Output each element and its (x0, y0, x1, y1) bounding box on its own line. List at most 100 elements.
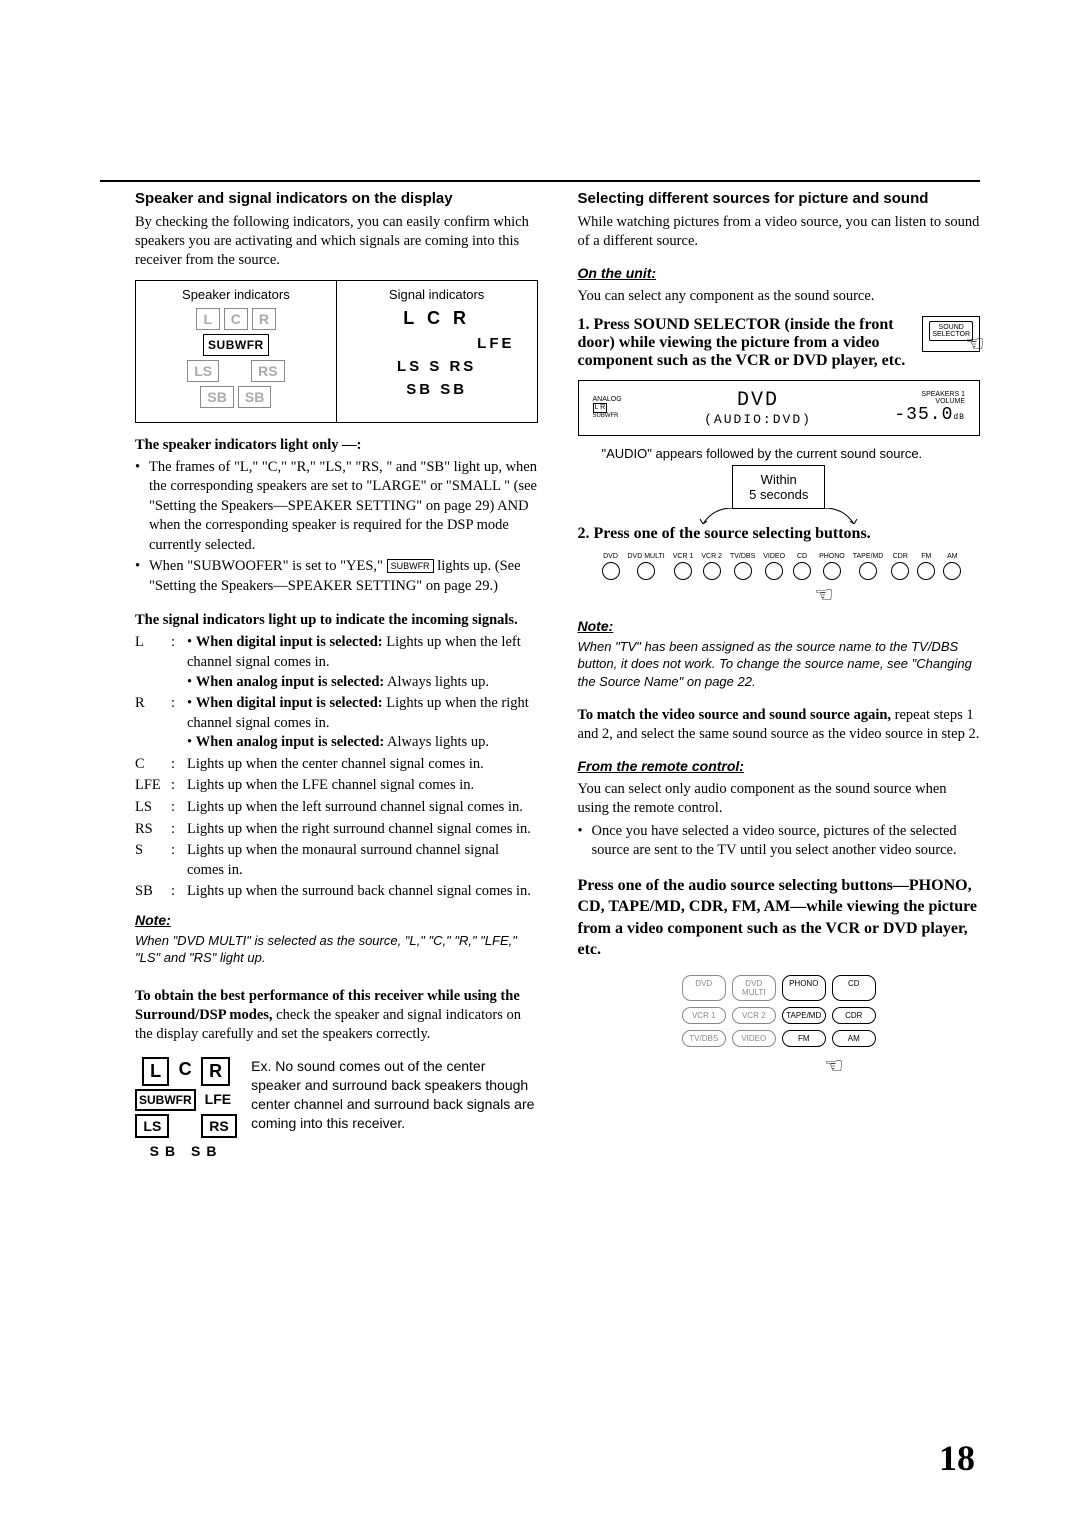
ex-sub: SUBWFR (135, 1089, 196, 1111)
ex-l: L (142, 1057, 169, 1086)
on-unit-head: On the unit: (578, 265, 981, 281)
lcd-display: ANALOG L R SUBWFR DVD (AUDIO:DVD) SPEAKE… (578, 380, 981, 436)
sig-lfe: LFE (345, 335, 529, 352)
signal-def-row: LS:Lights up when the left surround chan… (135, 798, 538, 818)
speaker-indicators-panel: Speaker indicators L C R SUBWFR LS RS SB… (136, 281, 336, 422)
page-number: 18 (939, 1437, 975, 1479)
audio-appears-wrap: "AUDIO" appears followed by the current … (578, 446, 981, 509)
note2-body: When "TV" has been assigned as the sourc… (578, 638, 981, 691)
spk-title: Speaker indicators (144, 287, 328, 302)
ex-c: C (172, 1057, 198, 1086)
right-column: Selecting different sources for picture … (578, 190, 981, 1164)
remote-graphic: DVDDVD MULTIPHONOCD VCR 1 VCR 2 TAPE/MD CDR T… (578, 975, 981, 1053)
hand-icon: ☞ (965, 331, 985, 357)
sig-lsrs: LS S RS (345, 358, 529, 375)
remote-button: VIDEO (732, 1030, 776, 1047)
step1-num: 1. (578, 316, 590, 333)
spk-sb2: SB (238, 386, 271, 408)
source-knob: AM (943, 553, 961, 580)
remote-button: DVD MULTI (732, 975, 776, 1001)
spk-bullet-2: • When "SUBWOOFER" is set to "YES," SUBW… (135, 557, 538, 596)
lcd-left: ANALOG L R SUBWFR (593, 396, 622, 420)
remote-button: CD (832, 975, 876, 1001)
spk-rs: RS (251, 360, 284, 382)
signal-def-row: SB:Lights up when the surround back chan… (135, 882, 538, 902)
signal-def-row: L:• When digital input is selected: Ligh… (135, 633, 538, 692)
step2-text: Press one of the source selecting button… (594, 525, 871, 542)
signal-def-row: S:Lights up when the monaural surround c… (135, 841, 538, 880)
spk-bullet-1: • The frames of "L," "C," "R," "LS," "RS… (135, 458, 538, 556)
signal-def-row: R:• When digital input is selected: Ligh… (135, 694, 538, 753)
spk-r: R (252, 308, 276, 330)
left-intro: By checking the following indicators, yo… (135, 213, 538, 270)
left-column: Speaker and signal indicators on the dis… (135, 190, 538, 1164)
left-heading: Speaker and signal indicators on the dis… (135, 190, 538, 207)
from-remote-head: From the remote control: (578, 758, 981, 774)
example-wrap: L C R SUBWFR LFE LS RS SB SB Ex. No soun (135, 1057, 538, 1164)
note2-head: Note: (578, 618, 981, 634)
performance-para: To obtain the best performance of this r… (135, 987, 538, 1044)
signal-def-row: LFE:Lights up when the LFE channel signa… (135, 776, 538, 796)
signal-def-row: C:Lights up when the center channel sign… (135, 755, 538, 775)
remote-bullet: • Once you have selected a video source,… (578, 822, 981, 861)
spk-subwfr: SUBWFR (203, 334, 269, 356)
remote-text: You can select only audio component as t… (578, 780, 981, 818)
step1-wrap: 1. Press SOUND SELECTOR (inside the fron… (578, 316, 981, 370)
remote-button: AM (832, 1030, 876, 1047)
source-knob: TV/DBS (730, 553, 755, 580)
right-intro: While watching pictures from a video sou… (578, 213, 981, 251)
spk-sb1: SB (200, 386, 233, 408)
source-knob: DVD MULTI (628, 553, 665, 580)
spk-light-head: The speaker indicators light only —: (135, 437, 538, 454)
remote-button: PHONO (782, 975, 826, 1001)
remote-button: TAPE/MD (782, 1007, 826, 1024)
example-text: Ex. No sound comes out of the center spe… (251, 1057, 537, 1133)
source-knob: VIDEO (763, 553, 785, 580)
hand-icon-3: ☞ (824, 1053, 844, 1079)
note1-body: When "DVD MULTI" is selected as the sour… (135, 932, 538, 967)
source-knob: DVD (602, 553, 620, 580)
source-knob: VCR 1 (673, 553, 694, 580)
lcd-right: SPEAKERS 1 VOLUME -35.0dB (894, 391, 965, 425)
signal-defs: L:• When digital input is selected: Ligh… (135, 633, 538, 901)
indicator-diagram: Speaker indicators L C R SUBWFR LS RS SB… (135, 280, 538, 423)
remote-button: VCR 1 (682, 1007, 726, 1024)
press-audio-para: Press one of the audio source selecting … (578, 875, 981, 961)
remote-button: VCR 2 (732, 1007, 776, 1024)
remote-button: TV/DBS (682, 1030, 726, 1047)
remote-button: CDR (832, 1007, 876, 1024)
sig-title: Signal indicators (345, 287, 529, 302)
remote-button: DVD (682, 975, 726, 1001)
hand-icon-2: ☞ (814, 582, 834, 608)
step2-num: 2. (578, 525, 590, 542)
top-rule (100, 180, 980, 182)
lcd-mid: DVD (AUDIO:DVD) (704, 389, 812, 427)
signal-indicators-panel: Signal indicators L C R LFE LS S RS SB S… (336, 281, 537, 422)
source-knob: VCR 2 (701, 553, 722, 580)
step1-text: Press SOUND SELECTOR (inside the front d… (578, 316, 906, 369)
sound-selector-button-graphic: SOUND SELECTOR ☞ (922, 316, 980, 352)
source-knob: CD (793, 553, 811, 580)
source-knob: FM (917, 553, 935, 580)
note1-head: Note: (135, 912, 538, 928)
signal-def-row: RS:Lights up when the right surround cha… (135, 820, 538, 840)
ex-ls: LS (135, 1114, 169, 1138)
spk-ls: LS (187, 360, 219, 382)
match-para: To match the video source and sound sour… (578, 706, 981, 744)
step2-wrap: 2. Press one of the source selecting but… (578, 525, 981, 543)
ex-lfe: LFE (199, 1089, 237, 1111)
subwfr-inline-box: SUBWFR (387, 559, 434, 573)
ex-rs: RS (201, 1114, 236, 1138)
two-column-layout: Speaker and signal indicators on the dis… (135, 190, 980, 1164)
spk-bullet-2-text: When "SUBWOOFER" is set to "YES," SUBWFR… (149, 557, 538, 596)
source-knob: TAPE/MD (853, 553, 884, 580)
within-box: Within 5 seconds (732, 465, 825, 509)
on-unit-text: You can select any component as the soun… (578, 287, 981, 306)
ex-sb: SB SB (144, 1141, 229, 1161)
remote-button: FM (782, 1030, 826, 1047)
spk-l: L (196, 308, 220, 330)
ex-r: R (201, 1057, 230, 1086)
sig-lcr: L C R (345, 308, 529, 329)
source-knob-row: DVDDVD MULTIVCR 1VCR 2TV/DBSVIDEOCDPHONO… (602, 553, 981, 580)
remote-bullet-text: Once you have selected a video source, p… (592, 822, 981, 861)
